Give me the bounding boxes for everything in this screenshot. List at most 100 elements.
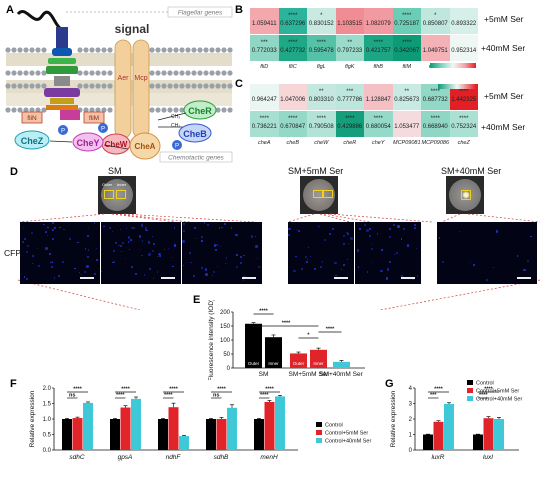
fluorescent-cell xyxy=(152,277,155,280)
heatmap-b-cell-value: 0.342067 xyxy=(394,48,420,54)
fluorescent-cell xyxy=(221,226,223,229)
heatmap-c-cell-value: 0.680054 xyxy=(365,124,391,130)
fluorescent-cell xyxy=(38,265,40,267)
fluorescent-cell xyxy=(87,256,89,258)
fluorescent-cell xyxy=(380,249,383,252)
fluorescent-cell xyxy=(144,229,147,232)
fluorescent-cell xyxy=(31,263,33,265)
fluorescent-cell xyxy=(96,258,99,261)
lipid-head xyxy=(83,107,89,113)
fluorescent-cell xyxy=(21,240,24,243)
lipid-head xyxy=(221,107,227,113)
lipid-head xyxy=(95,107,101,113)
fluorescent-cell xyxy=(530,235,532,237)
fluorescent-cell xyxy=(45,247,48,250)
fluorescent-cell xyxy=(389,261,391,263)
lipid-head xyxy=(35,70,41,76)
fluorescent-cell xyxy=(22,226,25,228)
fluorescent-cell xyxy=(87,226,89,228)
chart-f-significance-label: **** xyxy=(121,387,130,393)
fluorescent-cell xyxy=(257,266,261,269)
heatmap-c-cell: ** 0.803310 xyxy=(307,84,336,110)
chart-e-bar-label: Outer xyxy=(248,361,260,366)
chart-g-y-tick-label: 2 xyxy=(409,417,413,423)
heatmap-c-cell-significance xyxy=(279,89,308,96)
fluorescent-cell xyxy=(194,227,196,229)
lipid-head xyxy=(41,107,47,113)
heatmap-c-cell-value: 0.429886 xyxy=(337,124,363,130)
lipid-head xyxy=(41,83,47,89)
flim-label: fliM xyxy=(89,115,99,122)
lipid-head xyxy=(101,70,107,76)
lipid-head xyxy=(29,83,35,89)
chart-g-legend-label: Control+5mM Ser xyxy=(476,389,519,395)
lipid-head xyxy=(35,107,41,113)
scale-bar xyxy=(401,277,415,279)
fluorescent-cell xyxy=(406,244,410,247)
cher-label: CheR xyxy=(188,106,212,116)
heatmap-c-cell-significance: **** xyxy=(459,116,469,122)
lipid-head xyxy=(149,107,155,113)
cfp-micrograph xyxy=(355,222,421,284)
chart-g-legend-swatch xyxy=(467,388,473,393)
fluorescent-cell xyxy=(295,228,298,231)
heatmap-b-cell: 1.103515 xyxy=(335,8,364,34)
fluorescent-cell xyxy=(170,256,173,259)
chart-f-significance-label: **** xyxy=(217,387,226,393)
chart-e-bar xyxy=(333,361,350,368)
chart-f-legend-label: Control+5mM Ser xyxy=(325,431,368,437)
fluorescent-cell xyxy=(83,270,86,273)
fluorescent-cell xyxy=(486,279,488,281)
mcp-receptor xyxy=(132,39,150,139)
heatmap-c-cell: *** 0.777786 xyxy=(335,84,364,110)
lipid-head xyxy=(149,83,155,89)
chart-f-bar xyxy=(254,419,264,450)
fluorescent-cell xyxy=(220,246,222,248)
fluorescent-cell xyxy=(288,233,291,236)
phosphate-cheb-label: P xyxy=(175,144,179,150)
lipid-head xyxy=(107,47,113,53)
heatmap-b-cell-significance: *** xyxy=(260,40,268,46)
lipid-head xyxy=(209,70,215,76)
fluorescent-cell xyxy=(346,258,349,261)
fluorescent-cell xyxy=(81,273,83,276)
fluorescent-cell xyxy=(331,227,334,230)
heatmap-b-cell-value: 1.082079 xyxy=(365,21,391,27)
heatmap-c-cell-value: 0.668940 xyxy=(422,124,448,130)
flin-box xyxy=(21,111,43,124)
chemotactic-genes-box xyxy=(159,151,233,163)
heatmap-b-row-label-2: +40mM Ser xyxy=(481,43,526,53)
fluorescent-cell xyxy=(93,222,96,224)
lipid-head xyxy=(155,83,161,89)
fluorescent-cell xyxy=(414,227,417,230)
fluorescent-cell xyxy=(349,237,353,240)
fluorescent-cell xyxy=(346,231,348,234)
flim-box xyxy=(83,111,105,124)
heatmap-b-cell: ** 0.797233 xyxy=(335,35,364,61)
chart-e-significance-label: **** xyxy=(282,321,291,327)
fluorescent-cell xyxy=(86,265,89,268)
fluorescent-cell xyxy=(203,222,206,224)
chart-e-bar-label: Inner xyxy=(313,361,324,366)
heatmap-b-cell-value: 0.725187 xyxy=(394,21,420,27)
fluorescent-cell xyxy=(369,227,371,230)
fluorescent-cell xyxy=(129,239,132,242)
chart-e-bar-label: Outer xyxy=(293,361,305,366)
lipid-head xyxy=(29,107,35,113)
fluorescent-cell xyxy=(441,260,444,264)
chart-e-bar-label: Inner xyxy=(268,361,279,366)
fluorescent-cell xyxy=(26,245,29,248)
panel-f-label: F xyxy=(10,378,17,390)
fluorescent-cell xyxy=(158,255,162,258)
ch3-label-2: CH₃ xyxy=(171,123,180,129)
chart-f-legend-swatch xyxy=(316,430,322,435)
panel-c-label: C xyxy=(235,78,243,90)
fluorescent-cell xyxy=(50,266,53,268)
chart-e-y-tick-label: 150 xyxy=(220,324,231,330)
fluorescent-cell xyxy=(370,243,372,245)
fluorescent-cell xyxy=(329,233,332,236)
fluorescent-cell xyxy=(172,265,174,268)
heatmap-c-cell-significance: **** xyxy=(459,89,469,95)
fluorescent-cell xyxy=(201,236,203,238)
chart-f-bar xyxy=(206,419,216,450)
